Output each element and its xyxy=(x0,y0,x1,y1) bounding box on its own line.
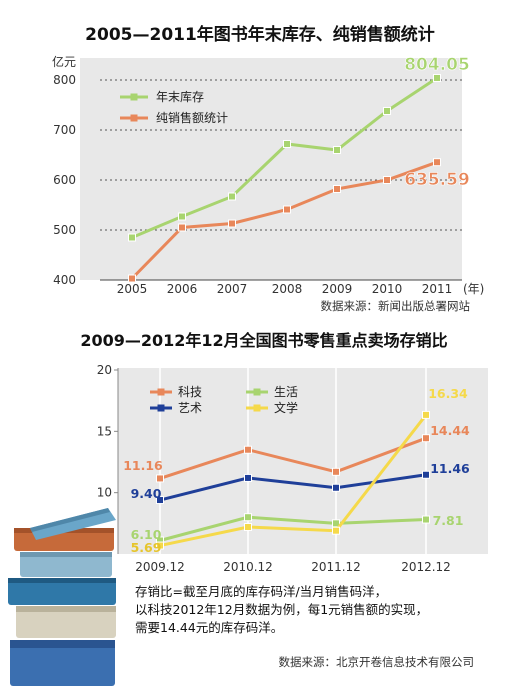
book-stack-illustration xyxy=(8,508,116,686)
chart1-point xyxy=(228,219,236,228)
chart2-data-label: 14.44 xyxy=(430,423,470,438)
chart2-point xyxy=(244,445,252,454)
chart2-point xyxy=(156,541,164,550)
chart1-point xyxy=(433,73,441,82)
chart1-ytick-label: 500 xyxy=(53,223,76,237)
chart2-note-line: 需要14.44元的库存码洋。 xyxy=(135,620,283,635)
chart1-plot-area xyxy=(80,58,462,280)
chart2-series xyxy=(156,410,430,550)
chart1-point xyxy=(178,223,186,232)
chart1-source: 数据来源：新闻出版总署网站 xyxy=(321,299,471,313)
chart2-note-line: 以科技2012年12月数据为例，每1元销售额的实现， xyxy=(135,602,428,617)
chart2-point xyxy=(422,434,430,443)
chart2-data-label: 11.46 xyxy=(430,461,470,476)
chart1-point xyxy=(383,107,391,115)
chart2-source: 数据来源：北京开卷信息技术有限公司 xyxy=(279,655,475,669)
chart2-legend-label: 生活 xyxy=(274,385,298,399)
chart2-data-label: 11.16 xyxy=(123,458,163,473)
chart1-point xyxy=(128,274,136,283)
chart2-point xyxy=(244,513,252,522)
chart2-data-label: 9.40 xyxy=(131,486,162,501)
chart2-point xyxy=(156,474,164,483)
chart2-point xyxy=(422,470,430,479)
chart1-point xyxy=(283,205,291,214)
chart1-xunit: (年) xyxy=(463,282,484,296)
chart2-ytick-label: 20 xyxy=(97,363,112,377)
chart2-legend-marker xyxy=(157,404,165,412)
chart1-legend-label: 年末库存 xyxy=(156,89,204,104)
chart1-point xyxy=(433,158,441,167)
chart2-point xyxy=(332,526,340,535)
chart2-series-line-1 xyxy=(159,473,427,502)
chart2-point xyxy=(422,515,430,524)
chart2-data-label: 5.69 xyxy=(131,540,162,555)
chart2-title: 2009—2012年12月全国图书零售重点卖场存销比 xyxy=(80,331,447,350)
chart2-point xyxy=(244,473,252,482)
chart1-axes: 400 500 600 700 800 2005 2006 2007 2008 2009 2010 2… xyxy=(53,73,462,296)
chart1-xtick-label: 2009 xyxy=(322,282,353,296)
chart2-series-line-3 xyxy=(159,413,428,548)
chart1-ytick-label: 800 xyxy=(53,73,76,87)
chart1-xtick-label: 2008 xyxy=(272,282,303,296)
chart1-data-label: 804.05 xyxy=(404,55,470,75)
chart1-point xyxy=(333,185,341,193)
chart2-series-line-0 xyxy=(159,436,427,480)
chart2-ytick-label: 15 xyxy=(97,424,112,438)
chart2-axes: 10 15 20 2009.12 2010.12 2011.12 2012.12 xyxy=(97,363,451,574)
chart1-xtick-label: 2005 xyxy=(117,282,148,296)
chart1-legend-marker xyxy=(130,114,138,122)
chart1-ylabel: 亿元 xyxy=(52,54,76,69)
chart2-data-label: 6.10 xyxy=(131,527,162,542)
chart2-data-labels: 11.16 9.40 6.105.69 16.34 14.44 11.46 7.81 xyxy=(123,386,470,555)
chart2-point xyxy=(332,467,340,476)
chart2-data-label: 7.81 xyxy=(433,513,464,528)
chart2-data-label: 16.34 xyxy=(428,386,468,401)
chart1-ytick-label: 700 xyxy=(53,123,76,137)
chart2-ytick-label: 10 xyxy=(97,486,112,500)
chart1-legend-label: 纯销售额统计 xyxy=(156,110,228,125)
chart2-xtick-label: 2009.12 xyxy=(135,560,185,574)
chart2-xtick-label: 2012.12 xyxy=(401,560,451,574)
chart1-xtick-label: 2006 xyxy=(167,282,198,296)
chart2-point xyxy=(244,523,252,532)
chart1-series xyxy=(128,73,441,283)
chart1-point xyxy=(333,146,341,154)
chart1-point xyxy=(228,192,236,201)
chart1-data-label: 635.59 xyxy=(404,170,470,190)
chart1-xtick-label: 2007 xyxy=(217,282,248,296)
chart1-grid xyxy=(100,79,462,231)
chart2-legend-label: 文学 xyxy=(274,400,298,415)
chart2-legend-marker xyxy=(253,388,261,396)
chart1-xtick-label: 2010 xyxy=(372,282,403,296)
chart1-point xyxy=(283,140,291,148)
chart2-legend-label: 艺术 xyxy=(178,401,202,415)
chart1-ytick-label: 400 xyxy=(53,273,76,287)
chart1-xtick-label: 2011 xyxy=(422,282,453,296)
chart2-point xyxy=(156,496,164,505)
chart2-legend-marker xyxy=(253,404,261,412)
chart2-xtick-label: 2011.12 xyxy=(311,560,361,574)
chart1-title: 2005—2011年图书年末库存、纯销售额统计 xyxy=(85,24,435,45)
chart2-point xyxy=(422,410,430,419)
chart1-legend-marker xyxy=(130,93,138,101)
chart2-series-line-2 xyxy=(159,515,427,542)
chart1-point xyxy=(178,212,186,221)
chart2-point xyxy=(332,483,340,492)
chart2-note-line: 存销比=截至月底的库存码洋/当月销售码洋， xyxy=(135,584,387,599)
chart2-note: 存销比=截至月底的库存码洋/当月销售码洋， 以科技2012年12月数据为例，每1元… xyxy=(135,584,428,635)
chart1-data-labels: 804.05 635.59 xyxy=(404,55,470,191)
chart2-xtick-label: 2010.12 xyxy=(223,560,273,574)
chart2-legend-marker xyxy=(157,388,165,396)
chart1-point xyxy=(383,176,391,184)
chart1-ytick-label: 600 xyxy=(53,173,76,187)
chart1-point xyxy=(128,233,136,242)
chart2-legend-label: 科技 xyxy=(178,385,202,399)
